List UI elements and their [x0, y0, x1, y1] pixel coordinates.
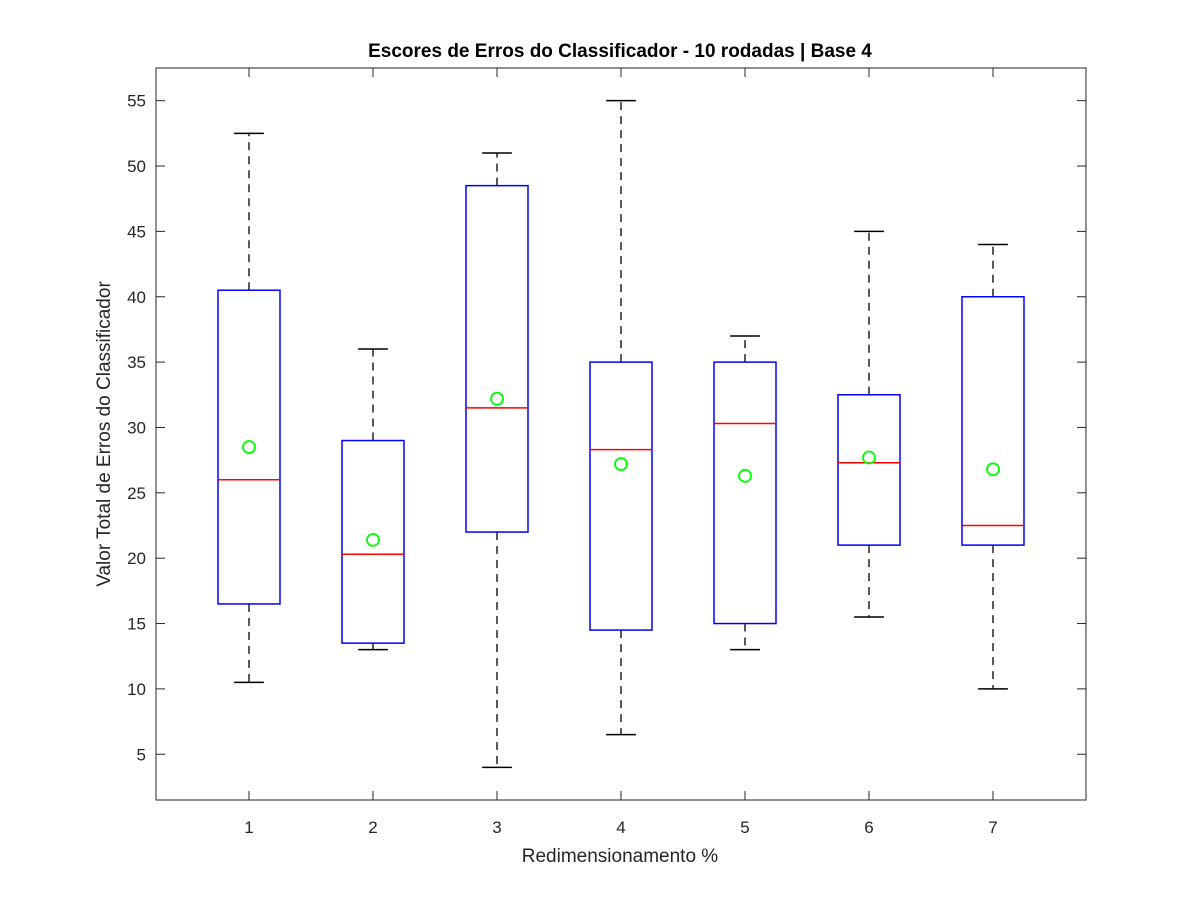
- x-axis-label: Redimensionamento %: [522, 846, 719, 867]
- x-tick-label: 7: [988, 818, 997, 837]
- mean-marker: [862, 450, 876, 465]
- box: [961, 296, 1025, 546]
- chart-title: Escores de Erros do Classificador - 10 r…: [368, 41, 872, 62]
- y-tick-label: 35: [127, 353, 146, 372]
- mean-marker: [986, 462, 1000, 477]
- x-tick-label: 2: [368, 818, 377, 837]
- y-tick-label: 20: [127, 549, 146, 568]
- mean-marker: [614, 457, 628, 471]
- box: [837, 394, 901, 546]
- mean-marker: [366, 532, 380, 547]
- box: [217, 289, 281, 605]
- y-axis-label: Valor Total de Erros do Classificador: [94, 281, 115, 587]
- x-tick-label: 4: [616, 818, 625, 837]
- y-tick-label: 55: [127, 92, 146, 111]
- y-tick-label: 45: [127, 222, 146, 241]
- y-tick-label: 40: [127, 288, 146, 307]
- x-tick-label: 1: [244, 818, 253, 837]
- box: [713, 361, 777, 625]
- x-tick-label: 6: [864, 818, 873, 837]
- y-tick-label: 50: [127, 157, 146, 176]
- x-tick-label: 3: [492, 818, 501, 837]
- y-tick-label: 30: [127, 418, 146, 437]
- mean-marker: [490, 391, 504, 406]
- box: [465, 184, 529, 533]
- x-tick-label: 5: [740, 818, 749, 837]
- y-tick-label: 10: [127, 680, 146, 699]
- mean-marker: [738, 468, 752, 483]
- box: [341, 439, 405, 644]
- box: [589, 361, 653, 631]
- y-tick-label: 25: [127, 484, 146, 503]
- y-tick-label: 5: [137, 745, 146, 764]
- mean-marker: [242, 440, 256, 454]
- y-tick-label: 15: [127, 615, 146, 634]
